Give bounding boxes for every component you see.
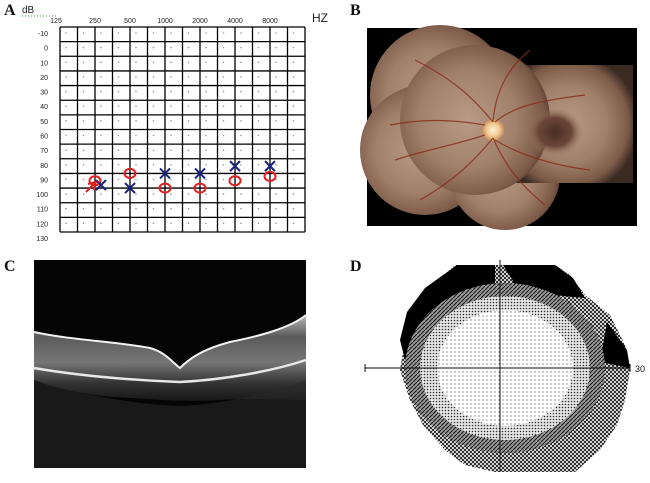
freq-tick-label: 250 [89,18,101,25]
db-tick-label: 40 [40,104,48,111]
db-tick-label: 70 [40,148,48,155]
oct-panel: C [0,250,345,478]
field-panel: D [345,250,650,478]
db-tick-label: 120 [36,221,48,228]
db-tick-label: 110 [37,207,48,214]
freq-tick-label: 2000 [192,18,208,25]
freq-tick-label: 125 [50,18,62,25]
right-ear-marker [228,175,242,187]
left-ear-marker [229,160,241,172]
db-tick-label: 30 [40,90,48,97]
db-tick-label: 60 [40,134,48,141]
macula [527,108,583,156]
retinal-surface [33,314,307,370]
db-tick-label: 50 [40,119,48,126]
audiogram-chart: dB HZ 125 250 500 1000 2000 4000 8000 -10 0 10 20 30 4… [22,5,340,243]
panel-label-a: A [4,2,16,19]
db-tick-label: 10 [40,60,48,67]
fundus-panel: B [345,0,650,245]
audiogram-grid [59,26,306,233]
masking-arrow-marker [85,180,98,193]
db-tick-label: -10 [38,31,48,38]
left-ear-marker [124,182,136,194]
optic-disc [482,119,504,141]
oct-scan [33,260,307,468]
audiogram-panel: A dB HZ 125 250 500 1000 2000 4000 8000 -10 0 10 20 3… [0,0,340,250]
retinal-layers [34,315,306,401]
choroid [34,380,306,468]
left-ear-marker [194,167,206,180]
freq-tick-label: 500 [124,18,136,25]
field-axis-label: 30 [635,364,645,374]
visual-field-chart: 30 [364,260,645,472]
rpe-band [33,358,307,384]
right-ear-marker [123,167,137,179]
audiogram-cell-marks [65,32,295,225]
right-ear-marker [193,182,207,194]
db-tick-label: 90 [40,177,48,184]
db-tick-label: 0 [44,46,48,53]
right-ear-marker [158,182,172,194]
fundus-montage [360,25,633,230]
retinal-vessels [389,49,591,206]
freq-tick-label: 8000 [262,18,278,25]
left-ear-marker [264,160,276,172]
hz-unit-label: HZ [312,11,328,25]
panel-label-d: D [350,258,362,275]
db-tick-label: 80 [40,163,48,170]
fundus-photo [360,25,637,230]
db-tick-label: 20 [40,75,48,82]
right-ear-marker [263,170,277,182]
left-ear-marker [159,167,171,180]
db-tick-label: 130 [36,236,48,243]
db-unit-label: dB [22,5,35,16]
panel-label-b: B [350,2,361,19]
panel-label-c: C [4,258,16,275]
freq-tick-label: 4000 [227,18,243,25]
freq-tick-label: 1000 [157,18,173,25]
left-ear-marker [95,179,107,191]
db-tick-label: 100 [36,192,48,199]
